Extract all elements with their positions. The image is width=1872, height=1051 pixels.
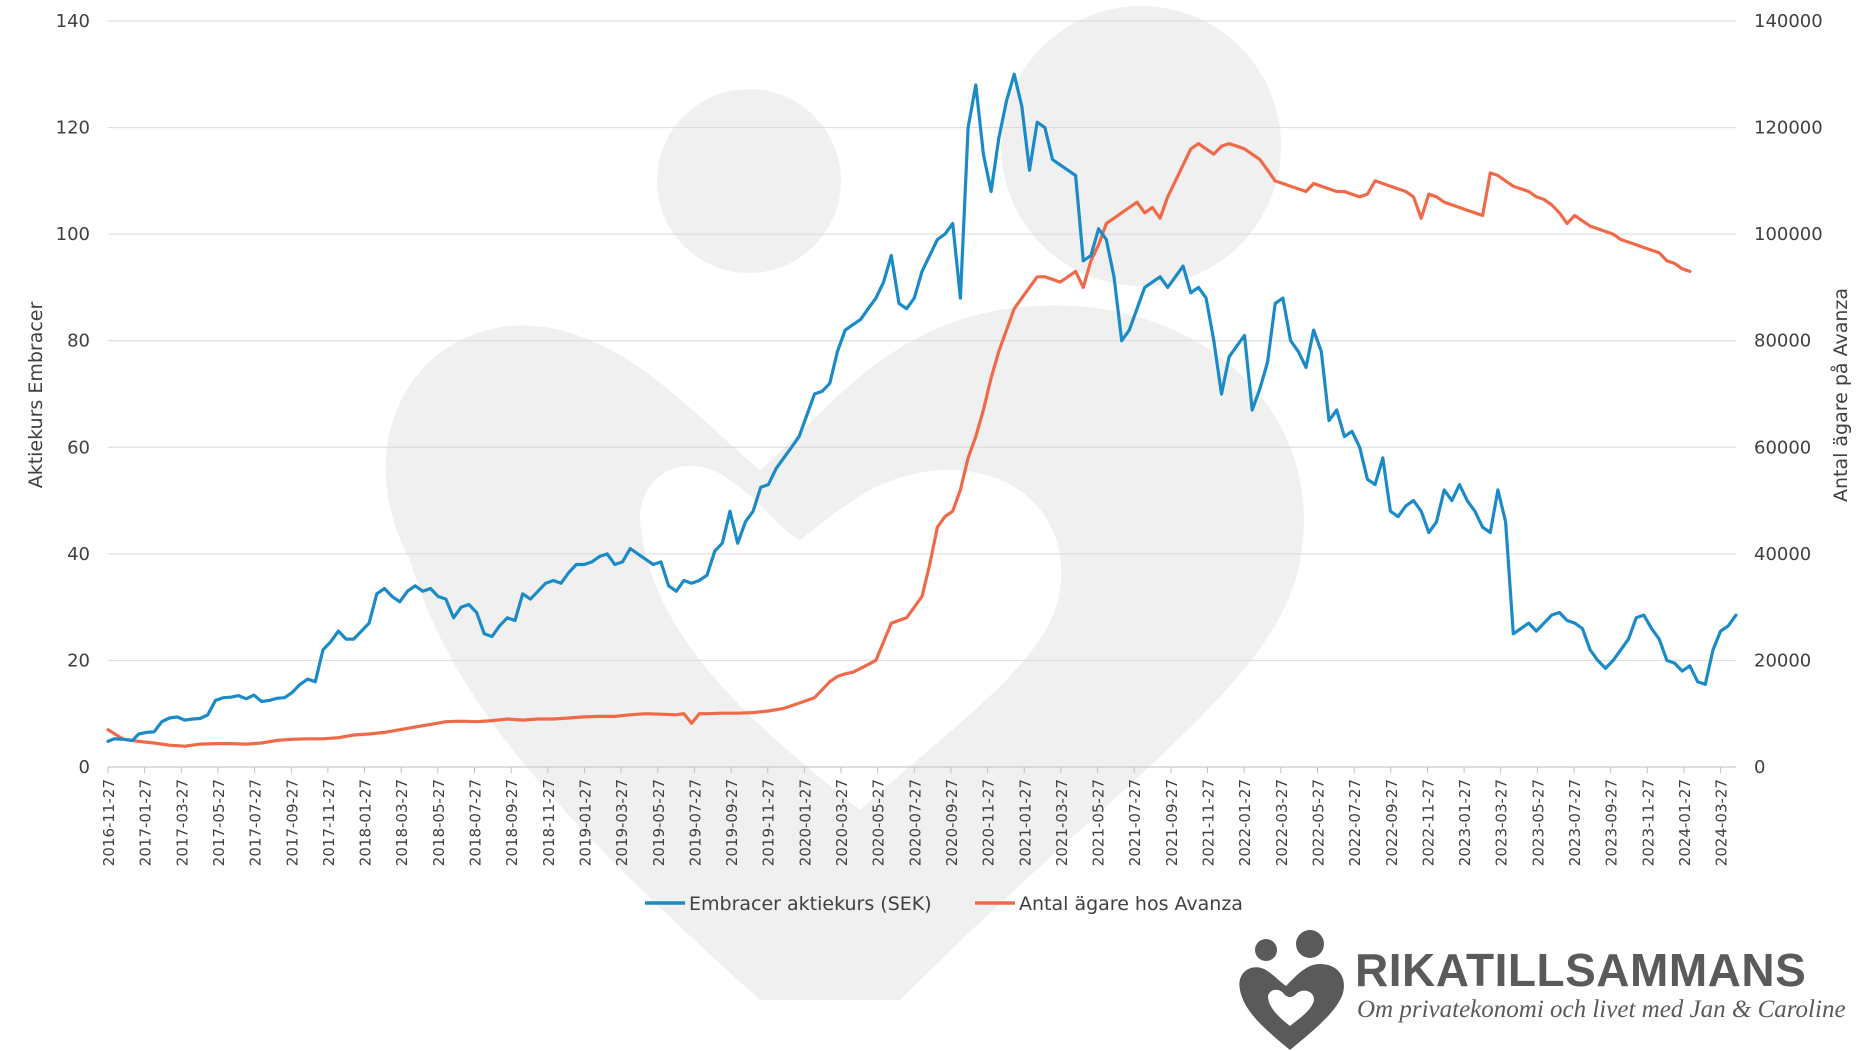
- x-tick-label: 2020-05-27: [870, 779, 888, 866]
- x-tick-label: 2024-01-27: [1676, 779, 1694, 866]
- x-tick-label: 2021-07-27: [1126, 779, 1144, 866]
- x-tick-label: 2023-09-27: [1603, 779, 1621, 866]
- y2-tick-label: 100000: [1754, 224, 1823, 245]
- x-tick-label: 2022-09-27: [1383, 779, 1401, 866]
- x-tick-label: 2019-07-27: [686, 779, 704, 866]
- x-tick-label: 2022-05-27: [1309, 779, 1327, 866]
- series-line-avanza-owners: [106, 142, 1692, 748]
- x-tick-label: 2023-07-27: [1566, 779, 1584, 866]
- y-tick-label: 0: [79, 757, 90, 778]
- x-tick-label: 2017-03-27: [173, 779, 191, 866]
- x-tick-label: 2021-11-27: [1200, 779, 1218, 866]
- y-tick-label: 100: [56, 224, 90, 245]
- brand-logo: RIKATILLSAMMANS Om privatekonomi och liv…: [1239, 930, 1846, 1050]
- y2-tick-label: 40000: [1754, 544, 1811, 565]
- y2-tick-label: 120000: [1754, 118, 1823, 139]
- x-tick-label: 2021-03-27: [1053, 779, 1071, 866]
- watermark-heart-hole: [640, 465, 1062, 810]
- x-tick-label: 2018-11-27: [540, 779, 558, 866]
- x-tick-label: 2021-09-27: [1163, 779, 1181, 866]
- y-tick-label: 140: [56, 11, 90, 32]
- x-tick-label: 2022-11-27: [1419, 779, 1437, 866]
- x-tick-label: 2019-01-27: [576, 779, 594, 866]
- y-tick-label: 40: [67, 544, 90, 565]
- y-tick-label: 60: [67, 437, 90, 458]
- left-axis-ticks: 0 20 40 60 80 100 120 140: [56, 11, 90, 778]
- x-tick-label: 2017-05-27: [210, 779, 228, 866]
- legend: Embracer aktiekurs (SEK) Antal ägare hos …: [645, 893, 1243, 915]
- x-tick-label: 2018-01-27: [357, 779, 375, 866]
- x-tick-label: 2019-11-27: [760, 779, 778, 866]
- series-line-share-price: [106, 72, 1738, 743]
- legend-label: Embracer aktiekurs (SEK): [689, 893, 932, 915]
- x-tick-label: 2019-09-27: [723, 779, 741, 866]
- brand-name: RIKATILLSAMMANS: [1355, 944, 1806, 996]
- y-tick-label: 20: [67, 650, 90, 671]
- right-axis-ticks: 0 20000 40000 60000 80000 100000 120000 140000: [1754, 11, 1823, 778]
- x-tick-label: 2018-03-27: [393, 779, 411, 866]
- series-layer: [106, 72, 1738, 748]
- x-tick-label: 2017-01-27: [137, 779, 155, 866]
- x-tick-label: 2018-05-27: [430, 779, 448, 866]
- x-tick-label: 2021-01-27: [1016, 779, 1034, 866]
- y-tick-label: 80: [67, 331, 90, 352]
- x-tick-label: 2022-01-27: [1236, 779, 1254, 866]
- x-tick-label: 2020-07-27: [906, 779, 924, 866]
- y2-tick-label: 20000: [1754, 650, 1811, 671]
- x-tick-label: 2020-01-27: [796, 779, 814, 866]
- x-tick-label: 2018-07-27: [467, 779, 485, 866]
- x-tick-label: 2022-07-27: [1346, 779, 1364, 866]
- legend-label: Antal ägare hos Avanza: [1019, 893, 1243, 915]
- brand-heart-icon: [1239, 930, 1344, 1050]
- x-tick-label: 2019-03-27: [613, 779, 631, 866]
- x-tick-label: 2021-05-27: [1090, 779, 1108, 866]
- x-axis-ticks: 2016-11-27 2017-01-27 2017-03-27 2017-05-27…: [100, 767, 1731, 866]
- x-tick-label: 2023-11-27: [1639, 779, 1657, 866]
- x-tick-label: 2020-03-27: [833, 779, 851, 866]
- y2-tick-label: 140000: [1754, 11, 1823, 32]
- x-tick-label: 2018-09-27: [503, 779, 521, 866]
- x-tick-label: 2020-11-27: [980, 779, 998, 866]
- brand-tagline: Om privatekonomi och livet med Jan & Car…: [1357, 996, 1846, 1023]
- x-tick-label: 2020-09-27: [943, 779, 961, 866]
- x-tick-label: 2023-01-27: [1456, 779, 1474, 866]
- y2-tick-label: 0: [1754, 757, 1765, 778]
- x-tick-label: 2022-03-27: [1273, 779, 1291, 866]
- x-tick-label: 2017-11-27: [320, 779, 338, 866]
- left-axis-title: Aktiekurs Embracer: [25, 302, 47, 489]
- x-tick-label: 2019-05-27: [650, 779, 668, 866]
- right-axis-title: Antal ägare på Avanza: [1829, 288, 1852, 502]
- y-tick-label: 120: [56, 118, 90, 139]
- x-tick-label: 2016-11-27: [100, 779, 118, 866]
- x-tick-label: 2023-03-27: [1493, 779, 1511, 866]
- gridlines: [108, 20, 1736, 661]
- y2-tick-label: 60000: [1754, 437, 1811, 458]
- x-tick-label: 2024-03-27: [1713, 779, 1731, 866]
- x-tick-label: 2017-07-27: [247, 779, 265, 866]
- x-tick-label: 2023-05-27: [1529, 779, 1547, 866]
- x-tick-label: 2017-09-27: [283, 779, 301, 866]
- y2-tick-label: 80000: [1754, 331, 1811, 352]
